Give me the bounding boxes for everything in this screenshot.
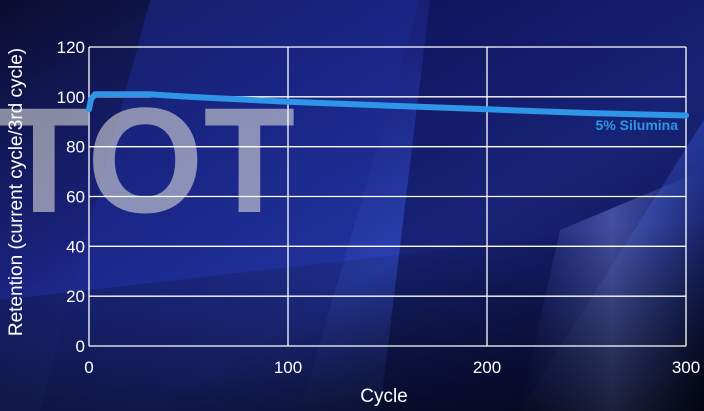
y-axis-title: Retention (current cycle/3rd cycle) (6, 48, 27, 336)
y-tick-label-40: 40 (66, 237, 85, 256)
series-layer (86, 91, 689, 119)
x-tick-label-200: 200 (473, 358, 501, 377)
y-tick-label-20: 20 (66, 287, 85, 306)
series-line-0 (86, 91, 689, 119)
y-tick-label-60: 60 (66, 188, 85, 207)
x-axis-title: Cycle (360, 386, 408, 407)
x-tick-labels: 0 100 200 300 (84, 358, 700, 377)
y-tick-label-0: 0 (76, 337, 85, 356)
x-tick-label-0: 0 (84, 358, 93, 377)
y-tick-labels: 0 20 40 60 80 100 120 (57, 38, 85, 356)
y-tick-label-80: 80 (66, 138, 85, 157)
watermark-logo: TOT (0, 76, 295, 244)
series-label-5pct-silumina: 5% Silumina (596, 117, 679, 133)
x-tick-label-100: 100 (274, 358, 302, 377)
x-tick-label-300: 300 (672, 358, 700, 377)
y-tick-label-100: 100 (57, 88, 85, 107)
grid-lines (88, 46, 687, 347)
y-tick-label-120: 120 (57, 38, 85, 57)
